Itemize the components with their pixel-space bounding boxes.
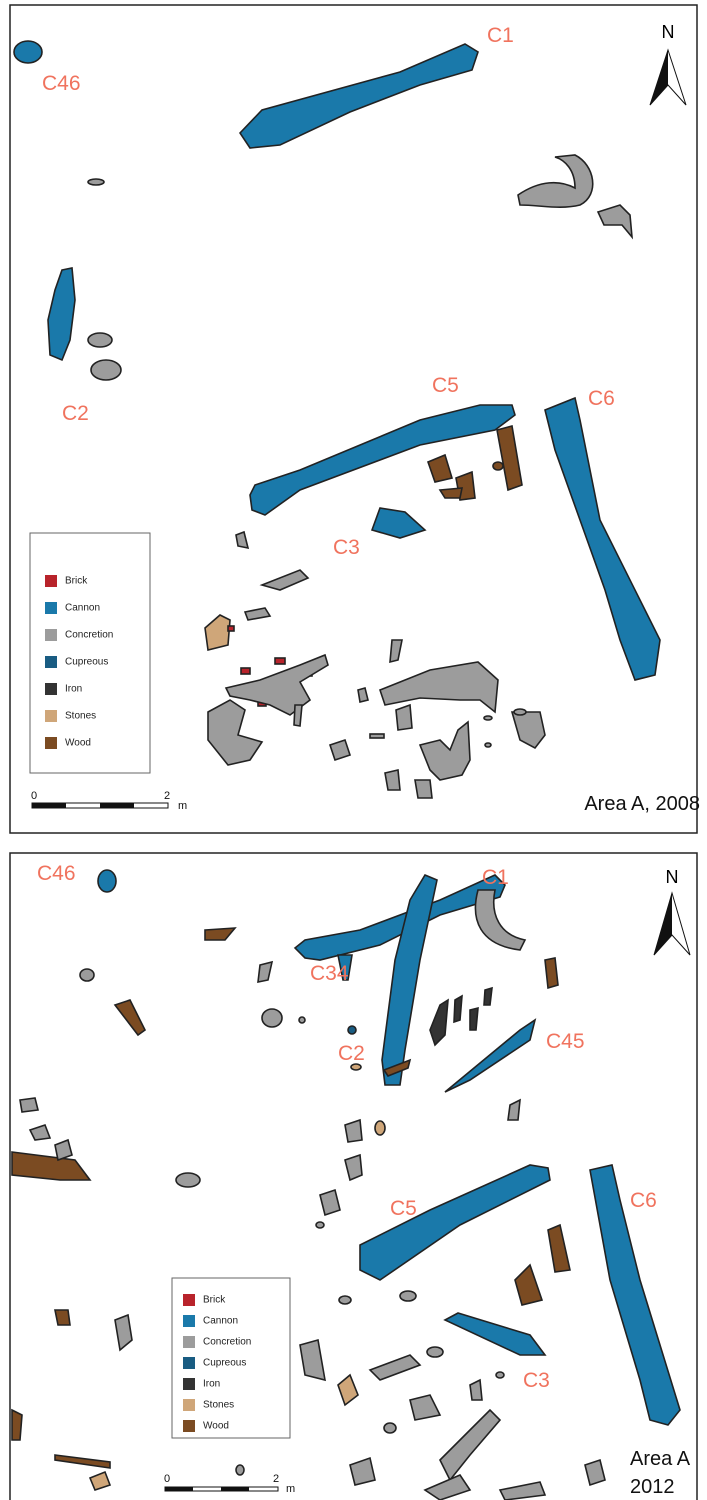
legend-swatch xyxy=(183,1378,195,1390)
legend-swatch xyxy=(45,656,57,668)
legend-swatch xyxy=(183,1399,195,1411)
scale-label: 2 xyxy=(164,790,170,802)
legend-label: Cannon xyxy=(203,1316,238,1327)
scale-label: 0 xyxy=(164,1473,170,1485)
legend-swatch xyxy=(183,1315,195,1327)
legend-swatch xyxy=(45,737,57,749)
label: C2 xyxy=(62,402,89,425)
label: C45 xyxy=(546,1030,585,1053)
legend-label: Cannon xyxy=(65,603,100,614)
label: C5 xyxy=(390,1197,417,1220)
north-arrow-half xyxy=(654,893,672,955)
legend-swatch xyxy=(45,602,57,614)
north-label: N xyxy=(662,22,675,42)
map-panel-2008: C1 C46 C2 C5 C6 C3 Brick Cannon Concretion… xyxy=(9,4,700,834)
label: C46 xyxy=(37,862,76,885)
features xyxy=(11,869,681,1500)
legend-box xyxy=(29,532,151,774)
label: C2 xyxy=(338,1042,365,1065)
label: C6 xyxy=(588,387,615,410)
frame xyxy=(9,852,698,1500)
legend: Brick Cannon Concretion Cupreous Iron Stones W… xyxy=(45,575,113,749)
legend-swatch xyxy=(183,1294,195,1306)
legend-label: Stones xyxy=(65,711,96,722)
label: C5 xyxy=(432,374,459,397)
legend-label: Stones xyxy=(203,1400,234,1411)
legend: Brick Cannon Concretion Cupreous Iron Stones W… xyxy=(183,1294,251,1432)
legend-label: Iron xyxy=(65,684,82,695)
legend-swatch xyxy=(45,629,57,641)
legend-label: Cupreous xyxy=(203,1358,246,1369)
legend-label: Iron xyxy=(203,1379,220,1390)
scale-label: 0 xyxy=(31,790,37,802)
legend-label: Brick xyxy=(65,576,88,587)
label: C34 xyxy=(310,962,349,985)
legend-swatch xyxy=(45,575,57,587)
scale-label: m xyxy=(286,1483,295,1495)
scale-label: 2 xyxy=(273,1473,279,1485)
caption: 2012 xyxy=(630,1476,675,1498)
legend-label: Concretion xyxy=(65,630,113,641)
north-arrow-half xyxy=(650,50,668,105)
legend-swatch xyxy=(183,1357,195,1369)
legend-label: Concretion xyxy=(203,1337,251,1348)
legend-label: Brick xyxy=(203,1295,226,1306)
scale-label: m xyxy=(178,800,187,812)
label: C1 xyxy=(487,24,514,47)
legend-label: Cupreous xyxy=(65,657,108,668)
legend-swatch xyxy=(183,1336,195,1348)
scale-bar xyxy=(31,802,169,809)
label: C3 xyxy=(333,536,360,559)
legend-label: Wood xyxy=(203,1421,229,1432)
caption: Area A xyxy=(630,1448,691,1470)
legend-swatch xyxy=(45,710,57,722)
scale-bar xyxy=(164,1486,279,1492)
legend-swatch xyxy=(45,683,57,695)
legend-swatch xyxy=(183,1420,195,1432)
map-panel-2012: C46 C1 C34 C2 C45 C5 C6 C3 Brick Cannon Co… xyxy=(9,852,698,1500)
label: C1 xyxy=(482,866,509,889)
caption: Area A, 2008 xyxy=(584,793,700,815)
label: C3 xyxy=(523,1369,550,1392)
legend-label: Wood xyxy=(65,738,91,749)
frame xyxy=(9,4,698,834)
features xyxy=(13,40,661,799)
north-label: N xyxy=(666,867,679,887)
label: C6 xyxy=(630,1189,657,1212)
label: C46 xyxy=(42,72,81,95)
